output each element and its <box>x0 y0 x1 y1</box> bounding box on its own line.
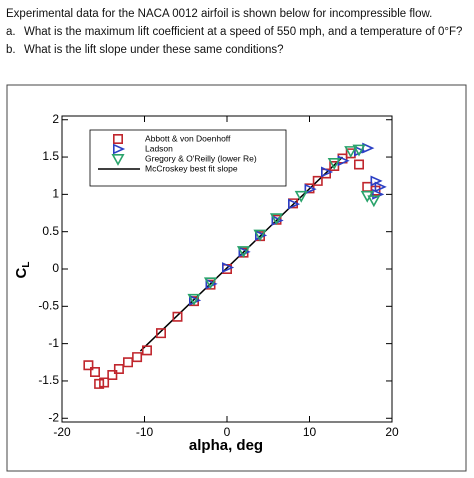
data-point <box>236 246 251 258</box>
legend-marker <box>113 143 126 155</box>
data-point <box>352 144 366 157</box>
y-tick-label: 0 <box>52 261 59 275</box>
data-point <box>374 181 387 193</box>
legend-label: Gregory & O'Reilly (lower Re) <box>145 153 257 163</box>
x-axis-label: alpha, deg <box>189 437 263 454</box>
x-tick-label: 20 <box>385 425 399 439</box>
data-point <box>90 366 100 377</box>
data-point <box>107 369 118 380</box>
data-point <box>203 277 218 290</box>
data-point <box>354 159 364 170</box>
question-a-text: What is the maximum lift coefficient at … <box>24 26 463 38</box>
data-point <box>222 262 235 273</box>
data-point <box>294 190 308 203</box>
data-point <box>253 229 267 242</box>
data-point <box>187 293 201 306</box>
data-point <box>288 198 301 210</box>
data-point <box>345 148 356 159</box>
data-point <box>304 183 317 195</box>
data-point <box>367 195 381 208</box>
y-axis-label: CL <box>13 262 32 279</box>
y-tick-label: -2 <box>48 410 59 424</box>
question-b-text: What is the lift slope under these same … <box>24 44 284 56</box>
y-tick-label: 1.5 <box>42 149 59 163</box>
legend-label: Abbott & von Doenhoff <box>145 133 231 143</box>
x-tick-label: -10 <box>136 425 154 439</box>
y-tick-label: -1 <box>48 336 59 350</box>
data-point <box>362 181 373 192</box>
y-tick-label: 2 <box>52 112 59 126</box>
data-point <box>344 146 358 158</box>
data-point <box>321 166 334 178</box>
legend-marker <box>111 154 125 166</box>
question-a-label: a. <box>6 26 16 38</box>
data-point <box>123 357 133 368</box>
y-tick-label: 0.5 <box>42 224 59 238</box>
x-tick-label: 0 <box>224 425 231 439</box>
y-axis-label-sub: L <box>21 262 32 268</box>
question-a: a. What is the maximum lift coefficient a… <box>6 26 462 38</box>
data-point <box>132 352 143 363</box>
question-b-label: b. <box>6 44 16 56</box>
x-tick-label: -20 <box>53 425 71 439</box>
legend-label: Ladson <box>145 143 173 153</box>
question-intro: Experimental data for the NACA 0012 airf… <box>6 8 433 20</box>
data-point <box>113 364 124 375</box>
chart-frame <box>6 84 467 472</box>
data-point <box>312 175 323 186</box>
data-point <box>327 158 341 170</box>
y-axis-label-main: C <box>13 267 30 278</box>
legend-marker <box>113 134 123 144</box>
legend-label: McCroskey best fit slope <box>145 163 238 173</box>
question-b: b. What is the lift slope under these sam… <box>6 44 284 56</box>
data-point <box>99 377 110 388</box>
data-point <box>156 328 166 339</box>
data-point <box>329 161 340 172</box>
data-point <box>83 360 94 371</box>
y-tick-label: -1.5 <box>38 373 59 387</box>
y-tick-label: 1 <box>52 187 59 201</box>
data-point <box>141 345 152 356</box>
data-point <box>172 311 183 322</box>
y-tick-label: -0.5 <box>38 298 59 312</box>
x-tick-label: 10 <box>303 425 317 439</box>
data-point <box>269 213 284 226</box>
